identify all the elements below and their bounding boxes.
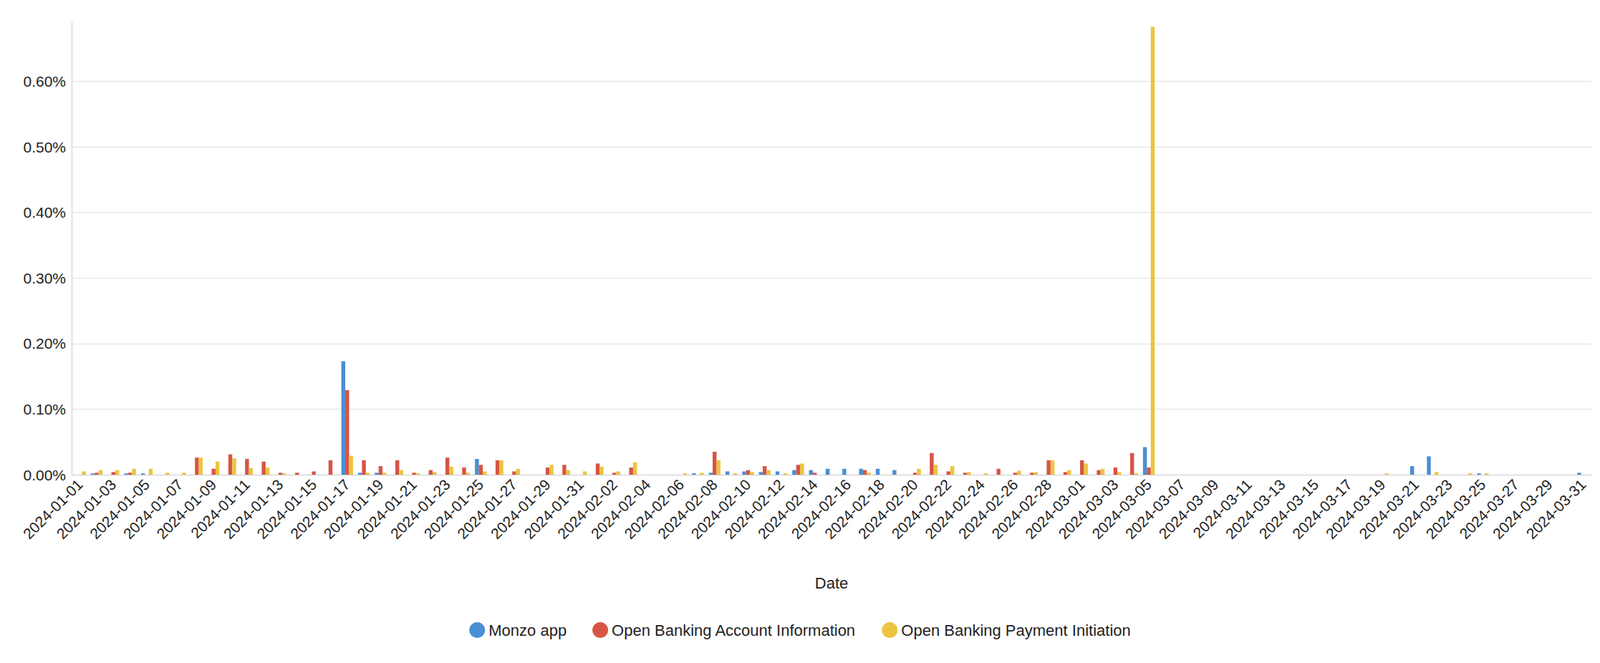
svg-text:2024-03-03: 2024-03-03 [1055,476,1122,543]
svg-text:2024-02-06: 2024-02-06 [621,476,688,543]
svg-text:Date: Date [815,574,848,593]
svg-text:2024-03-21: 2024-03-21 [1355,476,1422,543]
svg-text:2024-01-29: 2024-01-29 [487,476,554,543]
svg-text:2024-03-31: 2024-03-31 [1522,476,1589,543]
svg-text:2024-01-15: 2024-01-15 [253,476,320,543]
svg-text:2024-03-01: 2024-03-01 [1021,476,1088,543]
svg-text:2024-02-02: 2024-02-02 [554,476,621,543]
svg-text:2024-01-07: 2024-01-07 [119,476,186,543]
svg-text:0.30%: 0.30% [22,270,66,287]
svg-text:2024-03-25: 2024-03-25 [1422,476,1489,543]
svg-text:2024-01-31: 2024-01-31 [520,476,587,543]
svg-text:2024-01-19: 2024-01-19 [320,476,387,543]
svg-text:2024-01-21: 2024-01-21 [353,476,420,543]
svg-text:2024-03-13: 2024-03-13 [1222,476,1289,543]
svg-text:0.60%: 0.60% [22,73,66,90]
svg-text:2024-01-17: 2024-01-17 [286,476,354,543]
svg-text:2024-03-11: 2024-03-11 [1189,476,1255,542]
svg-text:2024-03-27: 2024-03-27 [1456,476,1523,543]
svg-text:2024-02-18: 2024-02-18 [821,476,888,543]
svg-text:Monzo app: Monzo app [488,621,567,640]
svg-text:2024-01-25: 2024-01-25 [420,476,487,543]
svg-text:0.00%: 0.00% [22,466,66,484]
svg-text:2024-01-27: 2024-01-27 [454,476,521,543]
svg-text:2024-02-10: 2024-02-10 [687,476,754,543]
svg-text:2024-02-22: 2024-02-22 [888,476,955,543]
svg-text:2024-03-29: 2024-03-29 [1489,476,1556,543]
svg-text:2024-03-07: 2024-03-07 [1122,476,1189,543]
svg-text:2024-02-12: 2024-02-12 [721,476,788,543]
svg-text:2024-02-16: 2024-02-16 [788,476,855,543]
svg-text:2024-01-01: 2024-01-01 [19,476,86,543]
svg-text:2024-01-05: 2024-01-05 [86,476,153,543]
svg-text:0.40%: 0.40% [22,204,66,221]
svg-text:2024-02-24: 2024-02-24 [921,476,988,543]
svg-text:2024-03-23: 2024-03-23 [1389,476,1456,543]
svg-text:2024-02-26: 2024-02-26 [955,476,1022,543]
svg-text:Open Banking Payment Initiatio: Open Banking Payment Initiation [900,621,1131,640]
svg-text:0.20%: 0.20% [22,335,66,352]
svg-text:2024-03-19: 2024-03-19 [1322,476,1389,543]
svg-text:Open Banking Account Informati: Open Banking Account Information [611,621,856,640]
svg-text:2024-02-20: 2024-02-20 [854,476,921,543]
svg-text:2024-03-09: 2024-03-09 [1155,476,1222,543]
svg-text:2024-01-23: 2024-01-23 [387,476,454,543]
svg-text:2024-01-13: 2024-01-13 [220,476,287,543]
svg-text:2024-03-05: 2024-03-05 [1088,476,1155,543]
svg-text:2024-01-03: 2024-01-03 [53,476,120,543]
svg-text:2024-02-28: 2024-02-28 [988,476,1055,543]
svg-text:2024-01-11: 2024-01-11 [187,476,253,542]
svg-text:2024-01-09: 2024-01-09 [153,476,220,543]
svg-text:0.50%: 0.50% [22,138,66,156]
svg-text:2024-03-15: 2024-03-15 [1255,476,1322,543]
svg-text:2024-03-17: 2024-03-17 [1289,476,1356,543]
svg-text:2024-02-14: 2024-02-14 [754,476,821,543]
svg-text:0.10%: 0.10% [22,401,66,418]
svg-text:2024-02-04: 2024-02-04 [587,476,654,543]
svg-text:2024-02-08: 2024-02-08 [654,476,721,543]
